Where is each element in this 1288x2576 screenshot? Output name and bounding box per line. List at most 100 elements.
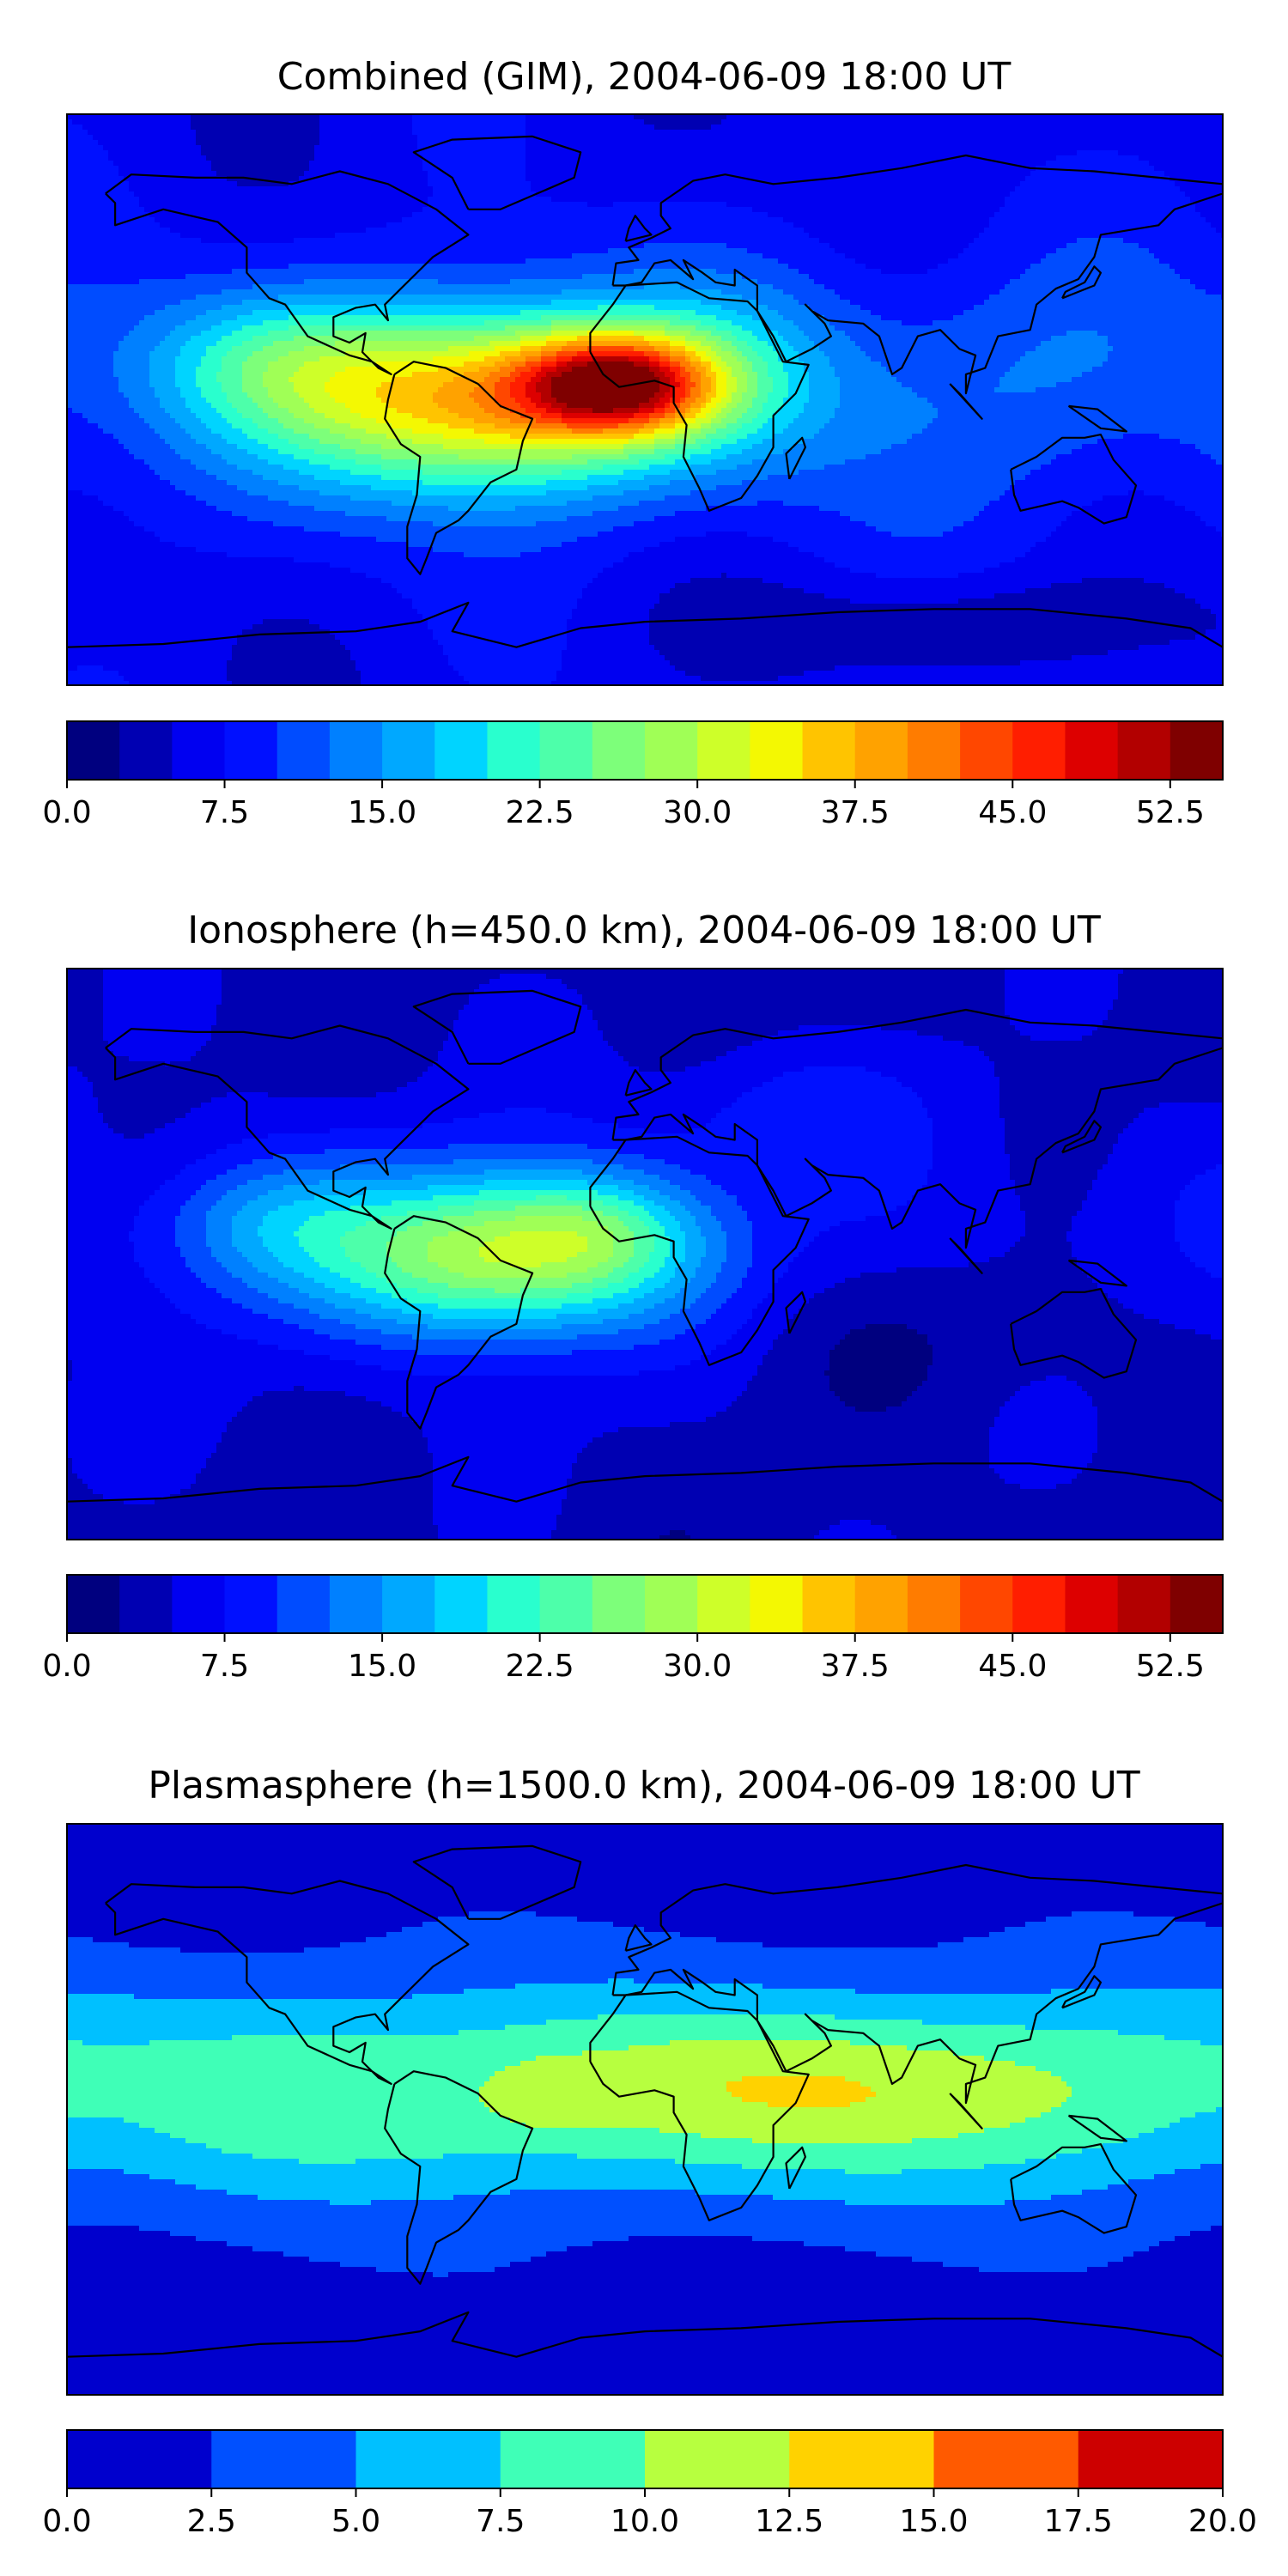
contour-cell [824,351,866,357]
contour-cell [438,1535,552,1540]
contour-cell [103,1020,217,1026]
contour-cell [1123,1303,1223,1309]
contour-cell [716,1937,964,1943]
contour-cell [304,1221,367,1227]
contour-cell [160,434,191,440]
contour-cell [829,243,969,249]
contour-cell [180,1947,305,1953]
contour-cell [510,2190,696,2196]
contour-cell [175,367,197,373]
contour-cell [67,2318,1223,2324]
contour-cell [747,1386,830,1392]
map-plot [66,113,1224,686]
contour-cell [701,1200,738,1206]
contour-cell [562,408,593,414]
contour-cell [180,1309,253,1315]
contour-cell [160,341,186,347]
contour-cell [67,2313,1223,2319]
contour-cell [299,485,372,491]
contour-cell [242,1139,933,1145]
contour-cell [1010,1247,1072,1253]
contour-cell [567,1195,619,1201]
contour-cell [381,1401,732,1407]
contour-cell [428,1066,640,1072]
contour-cell [896,1077,1000,1083]
contour-cell [175,382,197,388]
contour-cell [273,521,434,527]
contour-cell [258,454,295,460]
contour-cell [1211,222,1223,228]
contour-cell [721,444,753,450]
contour-cell [783,336,810,342]
contour-cell [1216,624,1223,630]
contour-cell [175,418,202,424]
contour-cell [577,1453,990,1459]
contour-cell [999,1108,1145,1114]
contour-cell [1164,2035,1223,2041]
contour-cell [433,1463,573,1469]
contour-cell [526,166,1036,172]
contour-cell [289,181,428,187]
contour-cell [67,248,609,254]
contour-cell [216,1010,459,1016]
contour-cell [1005,1252,1072,1258]
contour-cell [577,1334,676,1340]
contour-cell [67,1824,1223,1830]
contour-cell [319,1180,485,1186]
contour-cell [361,1262,398,1268]
contour-cell [726,361,743,368]
contour-cell [134,325,176,331]
contour-cell [572,614,650,620]
colorbar-frame [66,720,1224,781]
contour-cell [1113,1149,1223,1155]
contour-cell [1020,1386,1083,1392]
contour-cell [448,1283,573,1289]
contour-cell [716,269,799,275]
contour-cell [247,434,279,440]
contour-cell [67,315,145,321]
contour-cell [139,320,186,326]
contour-cell [484,1221,598,1227]
contour-cell [500,377,516,383]
contour-cell [222,356,248,362]
contour-cell [309,434,346,440]
contour-cell [608,1978,635,1984]
contour-cell [1175,1231,1223,1237]
contour-cell [175,1231,207,1237]
contour-cell [819,238,975,244]
contour-cell [216,475,264,481]
contour-cell [762,578,1083,584]
contour-cell [546,341,568,347]
contour-cell [381,578,593,584]
contour-cell [103,145,202,151]
contour-cell [598,2014,835,2020]
contour-cell [927,1108,1000,1114]
contour-cell [742,1283,774,1289]
contour-cell [721,573,727,579]
contour-cell [325,413,361,419]
contour-cell [72,1468,202,1474]
contour-cell [433,2272,449,2278]
contour-cell [330,428,367,434]
contour-cell [201,331,233,337]
contour-cell [67,1437,222,1443]
contour-cell [196,439,228,445]
contour-cell [67,1432,222,1438]
contour-cell [696,439,712,445]
contour-cell [670,1530,686,1536]
contour-cell [1133,1118,1223,1124]
colorbar-segment [119,1575,173,1633]
contour-cell [659,418,676,424]
contour-cell [67,361,114,368]
contour-cell [345,1391,743,1397]
panel-title: Combined (GIM), 2004-06-09 18:00 UT [277,55,1012,99]
contour-cell [1005,1149,1114,1155]
contour-cell [912,1391,1016,1397]
contour-cell [196,1473,434,1479]
contour-cell [603,1030,779,1036]
contour-cell [355,665,454,671]
contour-cell [752,418,769,424]
contour-cell [824,1370,928,1376]
contour-cell [139,413,171,419]
contour-cell [216,1015,459,1021]
